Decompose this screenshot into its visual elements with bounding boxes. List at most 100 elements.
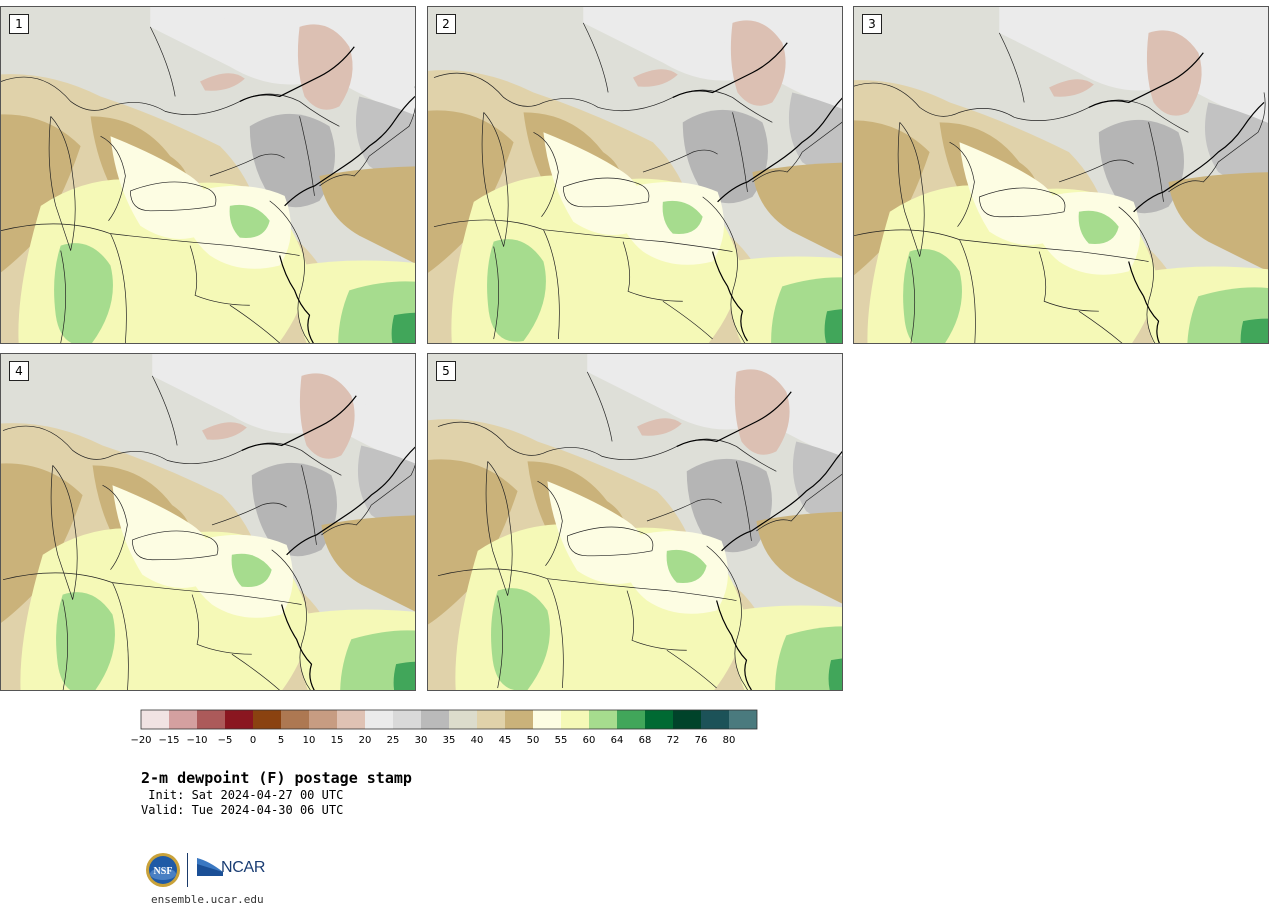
colorbar-tick-label: −5 <box>218 735 233 746</box>
colorbar-swatch <box>253 710 281 729</box>
dewpoint-field-pink <box>297 24 353 110</box>
postage-stamp-panel-5: 5 <box>427 353 843 691</box>
colorbar-tick-label: 64 <box>611 735 624 746</box>
map-boundaries <box>854 32 1266 343</box>
coast-line <box>672 42 788 98</box>
dewpoint-field-green <box>666 549 707 584</box>
dewpoint-field-khaki <box>428 459 518 625</box>
ncar-swoosh-icon <box>197 858 223 876</box>
boundary-line <box>1 223 300 256</box>
boundary-line <box>301 465 317 545</box>
coast-line <box>717 97 842 203</box>
coast-line <box>1128 261 1160 343</box>
boundary-line <box>959 239 976 343</box>
colorbar-outline <box>140 709 758 730</box>
dewpoint-field-khaki <box>1 114 81 273</box>
boundary-line <box>481 112 509 247</box>
boundary-line <box>299 116 315 196</box>
dewpoint-field-pink <box>299 373 355 459</box>
boundary-line <box>706 545 748 690</box>
coast-line <box>716 600 752 690</box>
dewpoint-map <box>1 7 415 343</box>
dewpoint-field-khaki <box>321 515 415 612</box>
valid-time: Valid: Tue 2024-04-30 06 UTC <box>141 803 344 817</box>
boundary-line <box>949 141 975 227</box>
map-layer <box>1 7 415 343</box>
colorbar-tick-label: 20 <box>359 735 372 746</box>
coastline <box>239 46 415 343</box>
dewpoint-field-khaki <box>319 166 415 264</box>
sponsor-logos: NSF NCAR <box>145 850 285 890</box>
dewpoint-field-green <box>775 626 842 690</box>
boundary-line <box>646 498 722 522</box>
boundary-line <box>732 112 748 192</box>
postage-stamp-panel-2: 2 <box>427 6 843 344</box>
colorbar-swatch <box>197 710 225 729</box>
dewpoint-field-gray <box>682 109 768 204</box>
colorbar-tick-label: 40 <box>471 735 484 746</box>
ncar-logo-text: NCAR <box>221 859 266 876</box>
boundary-line <box>756 473 842 532</box>
colorbar-tick-label: −15 <box>158 735 179 746</box>
coastline <box>1088 52 1265 343</box>
colorbar-swatch <box>309 710 337 729</box>
boundary-line <box>211 502 287 526</box>
figure-title-block: 2-m dewpoint (F) postage stamp Init: Sat… <box>141 768 412 818</box>
dewpoint-field-darkgreen <box>828 658 842 690</box>
dewpoint-field-green <box>56 592 115 690</box>
dewpoint-map <box>428 354 842 690</box>
coast-line <box>1133 101 1265 213</box>
dewpoint-field-darkgreen <box>824 309 842 343</box>
boundary-line <box>979 187 1066 218</box>
dewpoint-field-darkgreen <box>391 312 415 343</box>
colorbar-swatch <box>617 710 645 729</box>
dewpoint-field-pink <box>636 418 682 436</box>
map-boundaries <box>437 371 842 690</box>
colorbar-tick-label: 55 <box>555 735 568 746</box>
member-number-label: 3 <box>862 14 882 34</box>
boundary-line <box>189 245 250 306</box>
boundary-line <box>149 26 176 97</box>
map-boundaries <box>433 22 842 343</box>
dewpoint-field-green <box>903 249 962 343</box>
coast-line <box>1088 52 1204 108</box>
boundary-line <box>110 233 127 343</box>
coast-line <box>241 395 357 451</box>
colorbar-swatch <box>701 710 729 729</box>
boundary-line <box>229 304 280 343</box>
boundary-line <box>586 371 613 442</box>
boundary-line <box>437 421 777 472</box>
map-boundaries <box>2 375 415 690</box>
boundary-line <box>1168 92 1266 193</box>
boundary-line <box>1118 206 1156 343</box>
colorbar-swatch <box>533 710 561 729</box>
colorbar-tick-label: −10 <box>186 735 207 746</box>
boundary-line <box>50 465 78 600</box>
colorbar-swatch <box>169 710 197 729</box>
coast-line <box>281 604 315 690</box>
boundary-line <box>854 229 1149 262</box>
colorbar-swatch <box>729 710 757 729</box>
boundary-line <box>1058 159 1134 183</box>
coastline <box>672 42 842 342</box>
boundary-line <box>547 578 564 689</box>
colorbar-svg: −20 −15 −10 −5 0 5 10 15 20 25 30 35 40 45 50 55 60 64 68 7… <box>130 709 758 746</box>
boundary-line <box>1038 251 1099 312</box>
colorbar-tick-label: 35 <box>443 735 456 746</box>
boundary-line <box>2 572 302 605</box>
dewpoint-field-khaki <box>428 110 514 273</box>
boundary-line <box>100 135 126 221</box>
colorbar-tick-label: 5 <box>278 735 284 746</box>
boundary-line <box>2 425 342 476</box>
colorbar-tick-label: −20 <box>130 735 151 746</box>
colorbar-swatch <box>645 710 673 729</box>
dewpoint-map <box>428 7 842 343</box>
colorbar-tick-label: 60 <box>583 735 596 746</box>
boundary-line <box>321 464 415 536</box>
colorbar-swatch <box>365 710 393 729</box>
dewpoint-field-green <box>491 588 550 690</box>
boundary-line <box>642 149 718 173</box>
dewpoint-field-darkgreen <box>1240 318 1268 343</box>
boundary-line <box>437 568 737 601</box>
boundary-line <box>102 484 128 570</box>
